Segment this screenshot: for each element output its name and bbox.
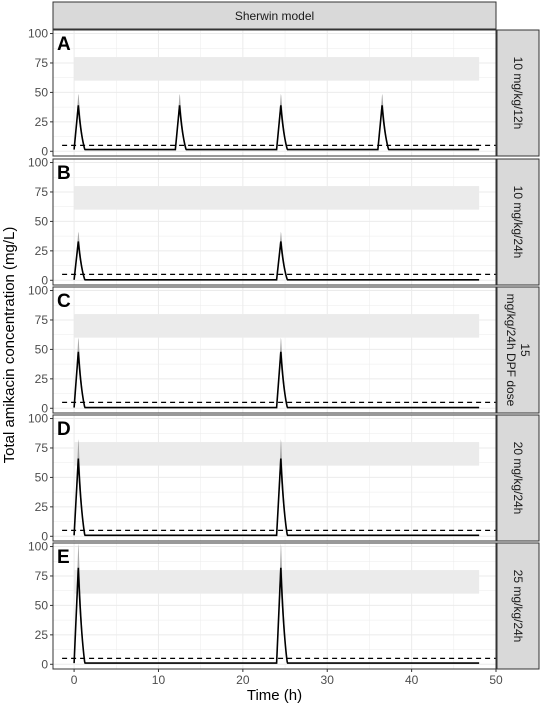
y-tick-label: 0 xyxy=(41,401,48,415)
panel-a: A 0 25 50 75 100 10 mg/kg/12h xyxy=(28,27,540,158)
facet-strip-label-line: 20 mg/kg/24h xyxy=(511,442,525,515)
target-band xyxy=(74,570,480,594)
panel-background xyxy=(53,30,496,156)
panel-tag: C xyxy=(57,291,71,312)
model-strip-label: Sherwin model xyxy=(235,9,314,23)
target-band xyxy=(74,57,480,81)
panel-border xyxy=(52,286,497,414)
y-axis-title: Total amikacin concentration (mg/L) xyxy=(1,227,18,464)
panel-background xyxy=(53,543,496,669)
y-tick-label: 50 xyxy=(35,342,49,356)
panel-tag: D xyxy=(57,419,71,440)
y-tick-label: 50 xyxy=(35,85,49,99)
target-band xyxy=(74,442,480,466)
facet-strip-label: 25 mg/kg/24h xyxy=(511,570,525,643)
facet-strip-label-line: mg/kg/24h DPF dose xyxy=(504,294,518,407)
panel-tag: B xyxy=(57,163,71,184)
y-tick-label: 100 xyxy=(28,27,48,41)
x-tick-label: 30 xyxy=(321,673,335,687)
y-tick-label: 75 xyxy=(35,569,49,583)
y-tick-label: 0 xyxy=(41,273,48,287)
x-tick-label: 20 xyxy=(236,673,250,687)
y-tick-label: 100 xyxy=(28,284,48,298)
facet-strip xyxy=(496,414,540,542)
panel-border xyxy=(52,29,497,157)
y-tick-label: 25 xyxy=(35,628,49,642)
y-tick-label: 0 xyxy=(41,144,48,158)
target-band xyxy=(74,314,480,338)
y-tick-label: 25 xyxy=(35,115,49,129)
facet-strip-label-line: 10 mg/kg/12h xyxy=(511,57,525,130)
y-tick-label: 0 xyxy=(41,529,48,543)
y-tick-label: 50 xyxy=(35,470,49,484)
y-tick-label: 100 xyxy=(28,412,48,426)
y-tick-label: 100 xyxy=(28,156,48,170)
y-tick-label: 25 xyxy=(35,500,49,514)
panel-b: B 0 25 50 75 100 10 mg/kg/24h xyxy=(28,156,540,287)
target-band xyxy=(74,186,480,210)
y-tick-label: 25 xyxy=(35,244,49,258)
y-tick-label: 75 xyxy=(35,313,49,327)
facet-strip xyxy=(496,158,540,286)
median-concentration-line xyxy=(73,105,480,151)
panel-border xyxy=(52,542,497,670)
y-tick-label: 75 xyxy=(35,56,49,70)
y-tick-label: 50 xyxy=(35,214,49,228)
y-tick-label: 100 xyxy=(28,540,48,554)
y-tick-label: 0 xyxy=(41,657,48,671)
facet-strip-label-line: 15 xyxy=(518,343,532,357)
panel-c: C 0 25 50 75 100 15mg/kg/24h DPF dose xyxy=(28,284,540,415)
y-tick-label: 50 xyxy=(35,598,49,612)
panel-background xyxy=(53,415,496,541)
y-tick-label: 75 xyxy=(35,185,49,199)
panel-border xyxy=(52,414,497,542)
x-tick-label: 50 xyxy=(489,673,503,687)
panel-d: D 0 25 50 75 100 20 mg/kg/24h xyxy=(28,412,540,543)
facet-strip xyxy=(496,286,540,414)
panel-tag: E xyxy=(57,547,70,568)
facet-strip-label: 10 mg/kg/24h xyxy=(511,186,525,259)
y-tick-label: 25 xyxy=(35,372,49,386)
panel-border xyxy=(52,158,497,286)
x-tick-label: 10 xyxy=(152,673,166,687)
y-tick-label: 75 xyxy=(35,441,49,455)
model-strip xyxy=(52,1,497,30)
median-concentration-line xyxy=(73,567,480,664)
facet-strip xyxy=(496,29,540,157)
median-concentration-line xyxy=(73,241,480,281)
x-axis-title: Time (h) xyxy=(247,687,302,704)
facet-strip-label: 20 mg/kg/24h xyxy=(511,442,525,515)
panel-tag: A xyxy=(57,34,71,55)
x-axis: 0 10 20 30 40 50 xyxy=(71,669,503,687)
panel-background xyxy=(53,287,496,413)
facet-strip-label-line: 10 mg/kg/24h xyxy=(511,186,525,259)
x-tick-label: 0 xyxy=(71,673,78,687)
panel-background xyxy=(53,159,496,285)
facet-strip-label-line: 25 mg/kg/24h xyxy=(511,570,525,643)
facet-strip-label: 10 mg/kg/12h xyxy=(511,57,525,130)
facet-strip-label: 15mg/kg/24h DPF dose xyxy=(504,294,532,407)
x-tick-label: 40 xyxy=(405,673,419,687)
median-concentration-line xyxy=(73,351,480,409)
facet-strip xyxy=(496,542,540,670)
panel-e: E 0 25 50 75 100 25 mg/kg/24h xyxy=(28,540,540,671)
median-concentration-line xyxy=(73,458,480,537)
